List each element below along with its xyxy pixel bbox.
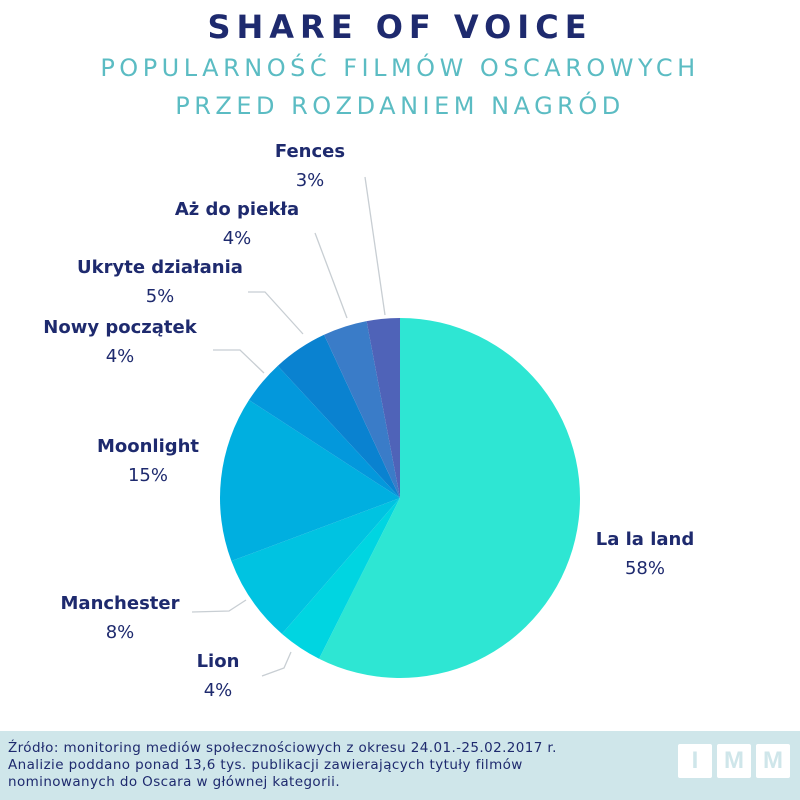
slice-value: 4% — [223, 228, 252, 249]
pie-slice — [277, 334, 400, 498]
chart-title: SHARE OF VOICE — [207, 8, 593, 46]
slice-label: La la land — [596, 529, 694, 550]
slice-value: 8% — [106, 622, 135, 643]
leader-line — [364, 176, 386, 316]
leader-line — [248, 291, 304, 335]
slice-value: 5% — [146, 286, 175, 307]
logo-letter: M — [717, 744, 751, 778]
pie-slice — [231, 498, 400, 634]
imm-logo: I M M — [678, 744, 790, 778]
pie-slice — [319, 318, 581, 678]
slice-label: Manchester — [61, 593, 180, 614]
source-note-line: nominowanych do Oscara w głównej kategor… — [8, 774, 341, 790]
source-footer: Źródło: monitoring mediów społecznościow… — [0, 731, 800, 800]
slice-label: Moonlight — [97, 436, 199, 457]
slice-value: 4% — [106, 346, 135, 367]
pie-slice — [366, 318, 400, 498]
slice-value: 4% — [204, 680, 233, 701]
logo-letter: M — [756, 744, 790, 778]
source-note-line: Analizie poddano ponad 13,6 tys. publika… — [8, 757, 523, 773]
chart-subtitle-line-1: POPULARNOŚĆ FILMÓW OSCAROWYCH — [100, 54, 700, 82]
leader-line — [314, 232, 348, 319]
slice-value: 3% — [296, 170, 325, 191]
leader-line — [261, 651, 292, 677]
slice-label: Nowy początek — [43, 317, 197, 338]
slice-label: Lion — [197, 651, 240, 672]
source-note: Źródło: monitoring mediów społecznościow… — [8, 740, 648, 791]
pie-slice — [324, 321, 400, 498]
pie-slice — [248, 365, 400, 498]
slice-label: Fences — [275, 141, 345, 162]
logo-letter: I — [678, 744, 712, 778]
pie-chart: La la land 58% Lion 4% Manchester 8% Moonlight… — [43, 141, 694, 701]
leader-line — [213, 349, 265, 374]
source-note-line: Źródło: monitoring mediów społecznościow… — [8, 740, 557, 756]
pie-slice — [219, 400, 400, 562]
leader-line — [191, 599, 247, 613]
pie-slice — [281, 498, 400, 659]
slice-label: Ukryte działania — [77, 257, 243, 278]
slice-label: Aż do piekła — [175, 199, 299, 220]
slice-value: 15% — [128, 465, 168, 486]
slice-value: 58% — [625, 558, 665, 579]
chart-subtitle-line-2: PRZED ROZDANIEM NAGRÓD — [175, 92, 625, 120]
